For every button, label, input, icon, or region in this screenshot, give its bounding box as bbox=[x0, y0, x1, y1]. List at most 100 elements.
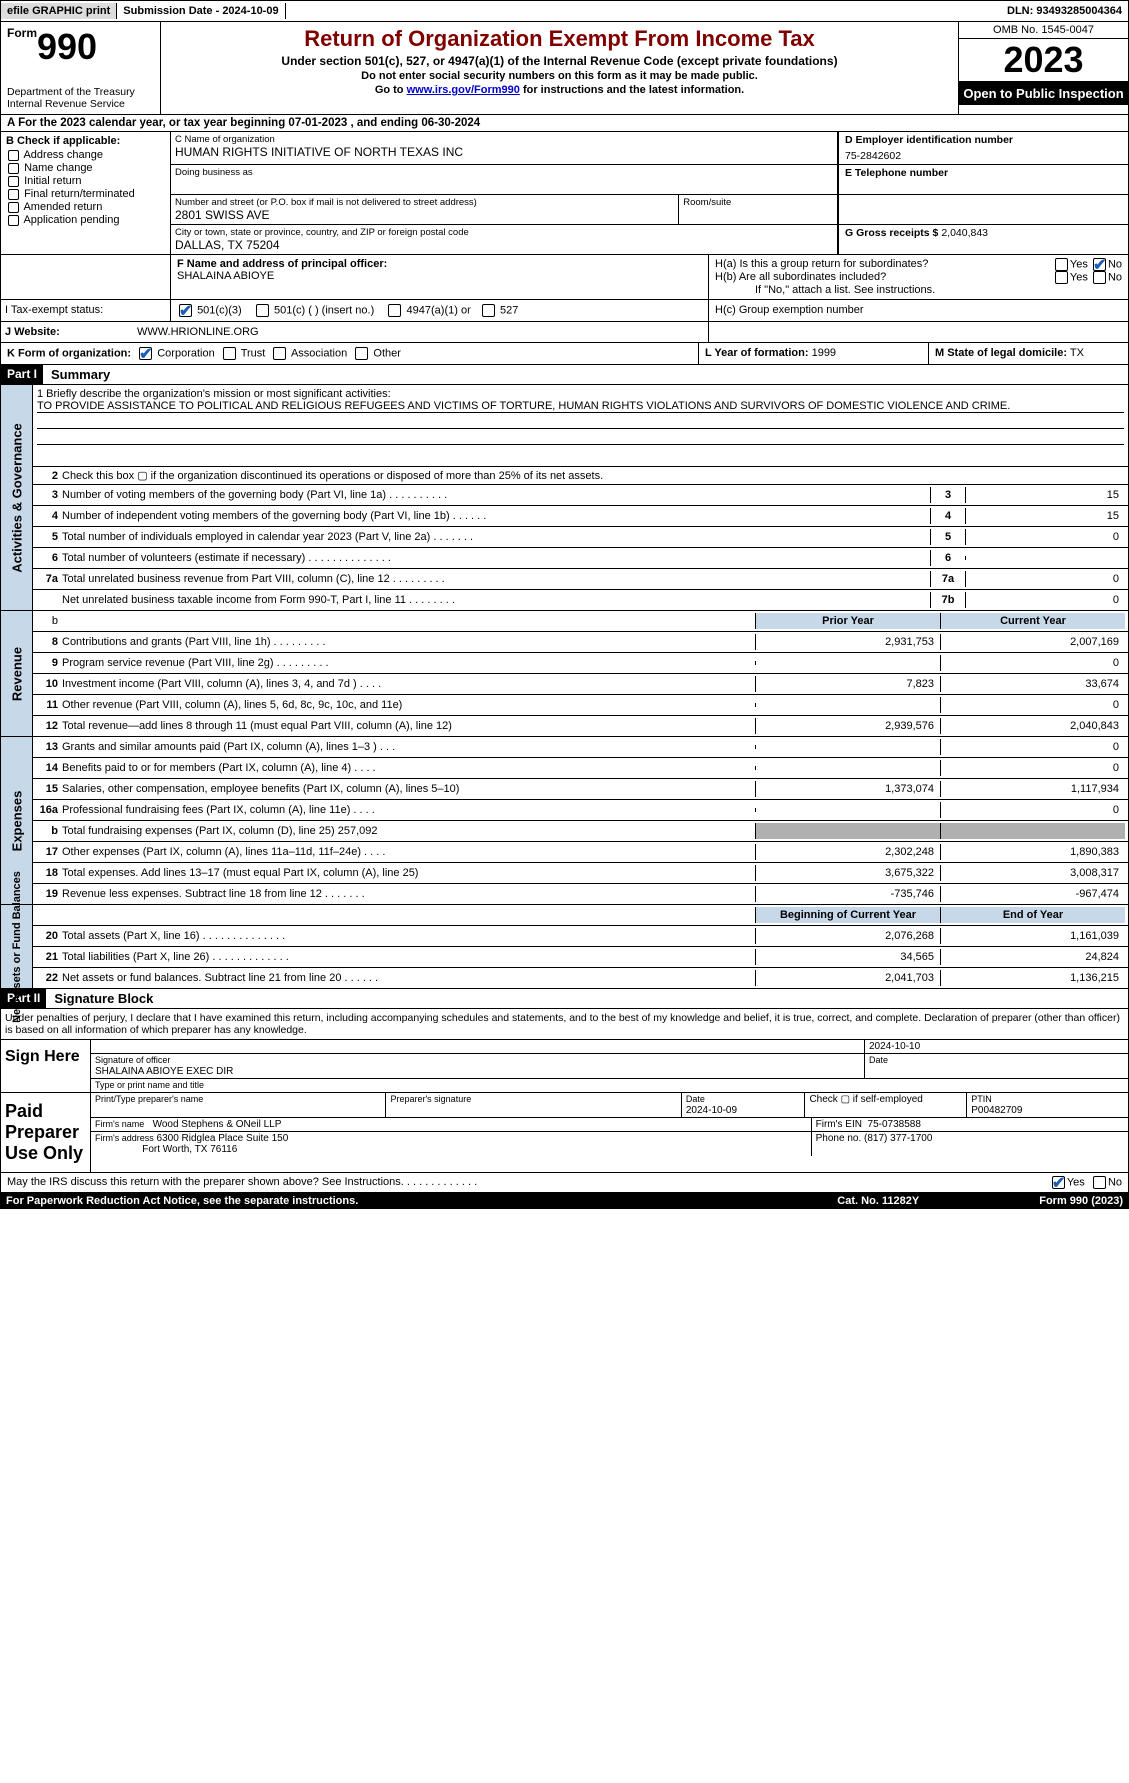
line-num: b bbox=[36, 825, 62, 837]
line-num: 2 bbox=[36, 470, 62, 482]
line-num: 13 bbox=[36, 741, 62, 753]
line-text: Number of voting members of the governin… bbox=[62, 489, 930, 501]
current-value: 0 bbox=[940, 760, 1125, 776]
prior-value: 1,373,074 bbox=[755, 781, 940, 797]
current-value: 1,117,934 bbox=[940, 781, 1125, 797]
line-num: 21 bbox=[36, 951, 62, 963]
beg-year-hdr: Beginning of Current Year bbox=[755, 907, 940, 923]
line-text: Program service revenue (Part VIII, line… bbox=[62, 657, 755, 669]
prior-value bbox=[755, 661, 940, 665]
dln-label: DLN: 93493285004364 bbox=[1001, 3, 1128, 19]
prior-value bbox=[755, 703, 940, 707]
part1-title: Summary bbox=[43, 365, 1128, 384]
line-num: 7a bbox=[36, 573, 62, 585]
line-box: 3 bbox=[930, 487, 965, 503]
line-box: 4 bbox=[930, 508, 965, 524]
discuss-yes[interactable] bbox=[1052, 1176, 1065, 1189]
chk-trust[interactable] bbox=[223, 347, 236, 360]
form-prefix: Form bbox=[7, 26, 37, 40]
paperwork-notice: For Paperwork Reduction Act Notice, see … bbox=[6, 1195, 837, 1207]
form-number: 990 bbox=[37, 26, 97, 67]
check-application-pending[interactable]: Application pending bbox=[6, 214, 165, 226]
firm-addr1: 6300 Ridglea Place Suite 150 bbox=[157, 1133, 289, 1144]
line-text: Total assets (Part X, line 16) . . . . .… bbox=[62, 930, 755, 942]
chk-corporation[interactable] bbox=[139, 347, 152, 360]
line-text: Total expenses. Add lines 13–17 (must eq… bbox=[62, 867, 755, 879]
prior-value bbox=[755, 745, 940, 749]
goto-suffix: for instructions and the latest informat… bbox=[520, 84, 744, 96]
chk-other[interactable] bbox=[355, 347, 368, 360]
hb-label: H(b) Are all subordinates included? bbox=[715, 271, 1053, 284]
prior-value: 3,675,322 bbox=[755, 865, 940, 881]
part2-header: Part II bbox=[1, 989, 46, 1008]
chk-501c3[interactable] bbox=[179, 304, 192, 317]
line-text: Total liabilities (Part X, line 26) . . … bbox=[62, 951, 755, 963]
ssn-note: Do not enter social security numbers on … bbox=[167, 70, 952, 82]
hb-yes[interactable] bbox=[1055, 271, 1068, 284]
ein-value: 75-2842602 bbox=[845, 150, 1122, 162]
topbar: efile GRAPHIC print Submission Date - 20… bbox=[0, 0, 1129, 22]
form-header: Form990 Department of the Treasury Inter… bbox=[0, 22, 1129, 115]
chk-501c[interactable] bbox=[256, 304, 269, 317]
domicile-label: M State of legal domicile: bbox=[935, 347, 1067, 359]
firm-name: Wood Stephens & ONeil LLP bbox=[153, 1119, 282, 1130]
chk-association[interactable] bbox=[273, 347, 286, 360]
line-num: 20 bbox=[36, 930, 62, 942]
prior-value: 2,939,576 bbox=[755, 718, 940, 734]
hc-label: H(c) Group exemption number bbox=[708, 300, 1128, 321]
street-label: Number and street (or P.O. box if mail i… bbox=[175, 197, 674, 208]
check-address-change[interactable]: Address change bbox=[6, 149, 165, 161]
omb-number: OMB No. 1545-0047 bbox=[959, 22, 1128, 39]
prep-date-label: Date bbox=[686, 1094, 705, 1104]
paid-prep-label: Paid Preparer Use Only bbox=[1, 1093, 91, 1172]
city-value: DALLAS, TX 75204 bbox=[175, 238, 833, 252]
ha-no[interactable] bbox=[1093, 258, 1106, 271]
line-num: 6 bbox=[36, 552, 62, 564]
side-ag: Activities & Governance bbox=[1, 385, 33, 610]
discuss-no[interactable] bbox=[1093, 1176, 1106, 1189]
line-box: 7a bbox=[930, 571, 965, 587]
line-num: 9 bbox=[36, 657, 62, 669]
check-final-return[interactable]: Final return/terminated bbox=[6, 188, 165, 200]
sign-here-label: Sign Here bbox=[1, 1040, 91, 1092]
firm-addr-label: Firm's address bbox=[95, 1133, 154, 1143]
beg-value: 2,076,268 bbox=[755, 928, 940, 944]
line-text: Net assets or fund balances. Subtract li… bbox=[62, 972, 755, 984]
form-subtitle: Under section 501(c), 527, or 4947(a)(1)… bbox=[167, 54, 952, 68]
side-netassets: Net Assets or Fund Balances bbox=[1, 905, 33, 988]
mission-question: 1 Briefly describe the organization's mi… bbox=[37, 388, 1124, 400]
sign-date: 2024-10-10 bbox=[865, 1040, 1128, 1053]
line-text: Revenue less expenses. Subtract line 18 … bbox=[62, 888, 755, 900]
firm-phone-label: Phone no. bbox=[816, 1133, 862, 1144]
check-name-change[interactable]: Name change bbox=[6, 162, 165, 174]
chk-4947[interactable] bbox=[388, 304, 401, 317]
ha-yes[interactable] bbox=[1055, 258, 1068, 271]
firm-name-label: Firm's name bbox=[95, 1119, 144, 1129]
line-num: 5 bbox=[36, 531, 62, 543]
current-value: 3,008,317 bbox=[940, 865, 1125, 881]
perjury-statement: Under penalties of perjury, I declare th… bbox=[0, 1009, 1129, 1040]
current-year-hdr: Current Year bbox=[940, 613, 1125, 629]
tax-year: 2023 bbox=[959, 39, 1128, 82]
line-num: 8 bbox=[36, 636, 62, 648]
check-amended-return[interactable]: Amended return bbox=[6, 201, 165, 213]
firm-addr2: Fort Worth, TX 76116 bbox=[142, 1144, 237, 1155]
efile-print-button[interactable]: efile GRAPHIC print bbox=[1, 3, 117, 19]
current-value: 2,040,843 bbox=[940, 718, 1125, 734]
hb-no[interactable] bbox=[1093, 271, 1106, 284]
current-value: 1,890,383 bbox=[940, 844, 1125, 860]
irs-link[interactable]: www.irs.gov/Form990 bbox=[407, 84, 520, 96]
line-box: 6 bbox=[930, 550, 965, 566]
prior-value: 2,302,248 bbox=[755, 844, 940, 860]
line-num: 22 bbox=[36, 972, 62, 984]
check-initial-return[interactable]: Initial return bbox=[6, 175, 165, 187]
org-name: HUMAN RIGHTS INITIATIVE OF NORTH TEXAS I… bbox=[175, 145, 833, 159]
officer-label: F Name and address of principal officer: bbox=[177, 258, 387, 270]
line-num: 14 bbox=[36, 762, 62, 774]
line-text: Total number of individuals employed in … bbox=[62, 531, 930, 543]
mission-text: TO PROVIDE ASSISTANCE TO POLITICAL AND R… bbox=[37, 400, 1124, 413]
prep-self-emp[interactable]: Check ▢ if self-employed bbox=[809, 1094, 922, 1105]
current-value: 2,007,169 bbox=[940, 634, 1125, 650]
part1-header: Part I bbox=[1, 365, 43, 384]
chk-527[interactable] bbox=[482, 304, 495, 317]
